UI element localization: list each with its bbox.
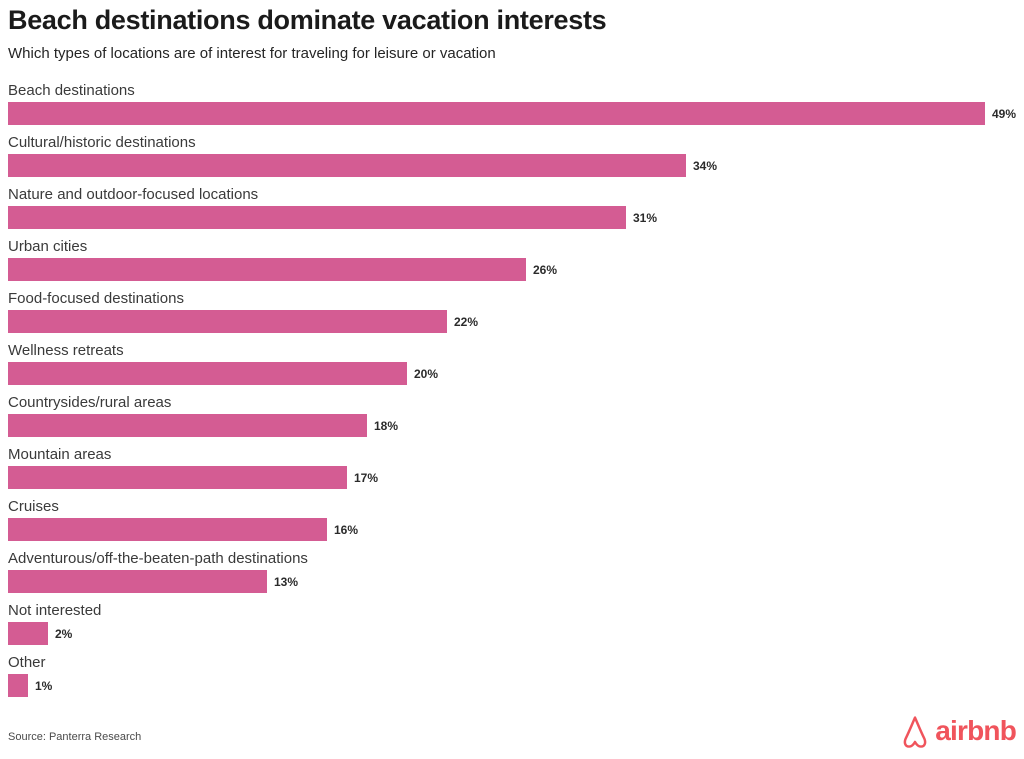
bar-value-label: 18% [374,418,399,433]
bar-track: 2% [8,622,1020,645]
bar-track: 34% [8,154,1020,177]
bar [8,622,48,645]
bar [8,362,407,385]
source-note: Source: Panterra Research [8,731,142,743]
bar [8,154,686,177]
bar-value-label: 17% [354,470,379,485]
bar-row: Wellness retreats 20% [8,342,1020,394]
bar-category-label: Urban cities [8,238,88,255]
bar-category-label: Countrysides/rural areas [8,394,172,411]
bar-row: Mountain areas 17% [8,446,1020,498]
bar-row: Beach destinations 49% [8,82,1020,134]
bar [8,518,327,541]
bar-value-label: 31% [633,210,658,225]
bar [8,570,267,593]
airbnb-logo: airbnb [899,714,1017,750]
bar-row: Cruises 16% [8,498,1020,550]
bar-chart: Beach destinations 49% Cultural/historic d… [8,82,1020,706]
bar [8,206,626,229]
bar-track: 18% [8,414,1020,437]
bar-category-label: Mountain areas [8,446,112,463]
bar-category-label: Cultural/historic destinations [8,134,196,151]
bar-category-label: Nature and outdoor-focused locations [8,186,259,203]
bar-row: Nature and outdoor-focused locations 31% [8,186,1020,238]
bar-row: Countrysides/rural areas 18% [8,394,1020,446]
chart-title: Beach destinations dominate vacation int… [8,5,607,35]
bar-value-label: 16% [334,522,359,537]
bar-track: 1% [8,674,1020,697]
bar-value-label: 20% [414,366,439,381]
bar [8,414,367,437]
bar-row: Cultural/historic destinations 34% [8,134,1020,186]
bar [8,674,28,697]
chart-subtitle: Which types of locations are of interest… [8,45,496,63]
bar-track: 16% [8,518,1020,541]
bar-value-label: 1% [35,678,53,693]
bar-track: 49% [8,102,1020,125]
airbnb-wordmark: airbnb [935,715,1017,746]
bar-value-label: 13% [274,574,299,589]
bar-row: Urban cities 26% [8,238,1020,290]
bar-value-label: 34% [693,158,718,173]
bar-value-label: 2% [55,626,73,641]
bar-track: 22% [8,310,1020,333]
bar-track: 17% [8,466,1020,489]
bar-value-label: 22% [454,314,479,329]
bar-track: 26% [8,258,1020,281]
bar [8,258,526,281]
bar-track: 13% [8,570,1020,593]
chart-header: Beach destinations dominate vacation int… [8,5,1008,62]
bar-track: 20% [8,362,1020,385]
bar-category-label: Cruises [8,498,59,515]
airbnb-belo-icon [903,716,927,748]
bar-row: Other 1% [8,654,1020,706]
bar [8,466,347,489]
bar-track: 31% [8,206,1020,229]
bar-category-label: Wellness retreats [8,342,124,359]
bar-row: Food-focused destinations 22% [8,290,1020,342]
bar-row: Adventurous/off-the-beaten-path destinat… [8,550,1020,602]
bar-value-label: 49% [992,106,1017,121]
bar-category-label: Food-focused destinations [8,290,184,307]
bar-category-label: Other [8,654,46,671]
bar [8,102,985,125]
bar-category-label: Adventurous/off-the-beaten-path destinat… [8,550,308,567]
bar [8,310,447,333]
bar-row: Not interested 2% [8,602,1020,654]
bar-category-label: Not interested [8,602,102,619]
bar-value-label: 26% [533,262,558,277]
bar-category-label: Beach destinations [8,82,135,99]
